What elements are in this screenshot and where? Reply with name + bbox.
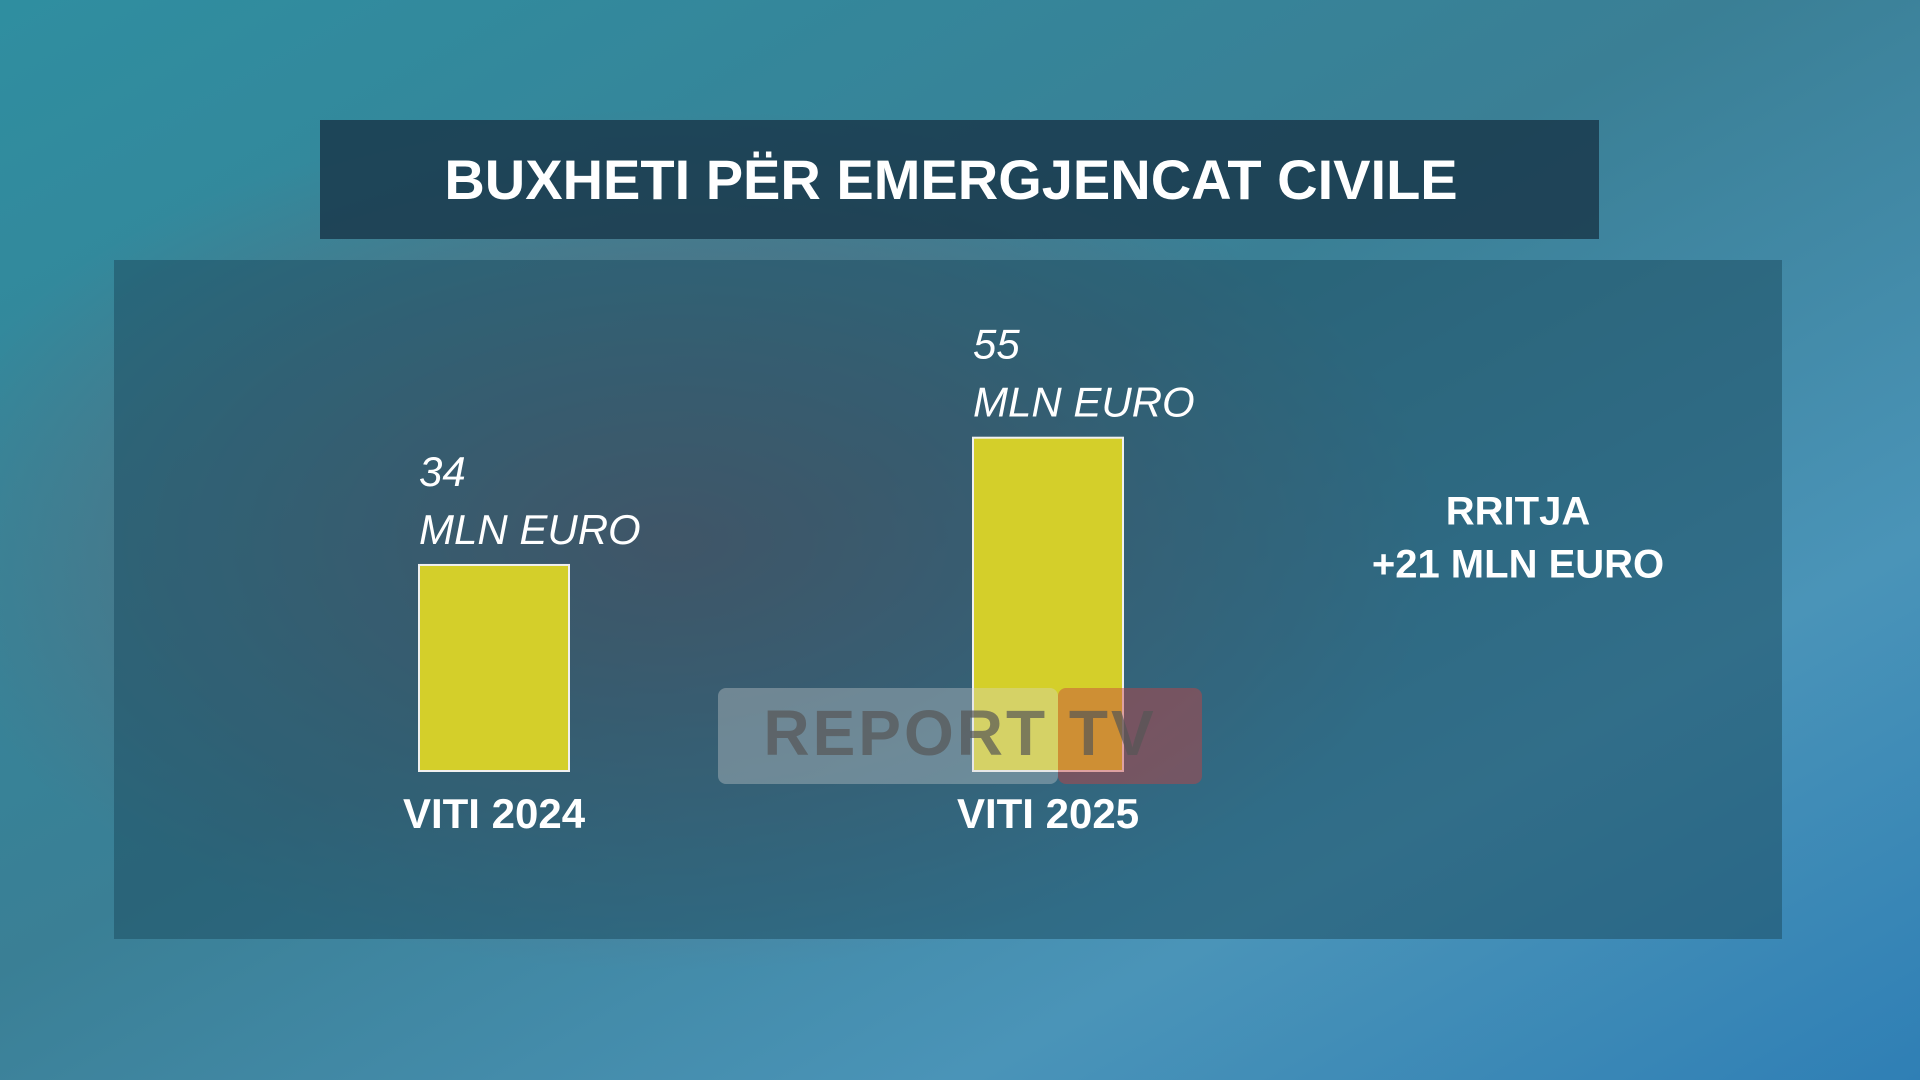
watermark: REPORT TV bbox=[718, 688, 1202, 784]
x-tick-label: VITI 2025 bbox=[957, 790, 1139, 837]
annotation: +21 MLN EURO bbox=[1372, 543, 1664, 587]
chart-title: BUXHETI PËR EMERGJENCAT CIVILE bbox=[444, 148, 1457, 211]
value-label: 55 MLN EURO bbox=[973, 321, 1195, 426]
watermark-box bbox=[718, 688, 1058, 784]
watermark-box bbox=[1058, 688, 1202, 784]
annotation: RRITJA bbox=[1446, 490, 1590, 534]
x-tick-label: VITI 2024 bbox=[403, 790, 586, 837]
title-box bbox=[320, 120, 1599, 239]
bar bbox=[972, 436, 1124, 772]
bar bbox=[418, 563, 570, 773]
value-label: 34 MLN EURO bbox=[419, 448, 641, 553]
watermark-text: REPORT TV bbox=[763, 697, 1156, 769]
chart-panel bbox=[114, 260, 1782, 939]
